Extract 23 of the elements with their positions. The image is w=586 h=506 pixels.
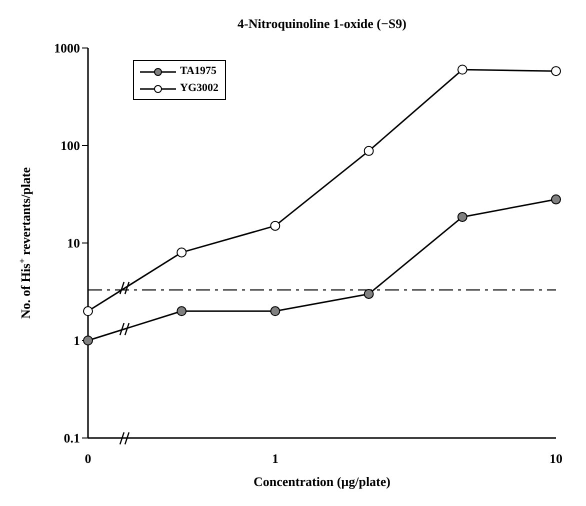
legend-label: YG3002 xyxy=(180,81,218,96)
point xyxy=(457,212,468,222)
point xyxy=(364,288,374,299)
x-tick-label: 1 xyxy=(272,451,278,466)
y-tick-label: 10 xyxy=(67,236,80,251)
point xyxy=(551,66,561,76)
point xyxy=(457,64,468,75)
chart-title: 4-Nitroquinoline 1-oxide (−S9) xyxy=(236,16,408,32)
y-tick-label: 0.1 xyxy=(64,430,80,446)
x-axis-title: Concentration (μg/plate) xyxy=(254,474,390,489)
x-tick-label: 10 xyxy=(550,451,562,466)
legend-label: TA1975 xyxy=(180,64,216,79)
point xyxy=(176,306,187,316)
y-tick-label: 1000 xyxy=(54,40,80,56)
point xyxy=(270,220,280,231)
point xyxy=(270,306,280,316)
point xyxy=(83,306,93,316)
point xyxy=(551,194,561,204)
y-tick-label: 1 xyxy=(74,333,80,348)
x-tick-label: 0 xyxy=(84,451,92,466)
y-tick-label: 100 xyxy=(60,138,80,154)
point xyxy=(364,146,374,156)
point xyxy=(176,247,187,258)
